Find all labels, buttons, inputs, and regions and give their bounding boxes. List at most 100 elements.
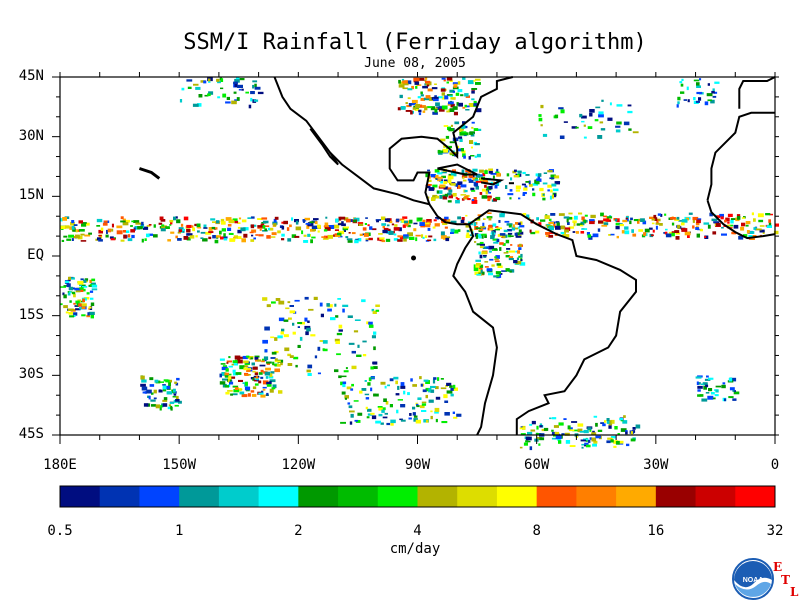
rain-patch: [625, 217, 629, 222]
rain-patch: [695, 376, 702, 379]
rain-patch: [239, 365, 245, 370]
rain-patch: [205, 231, 211, 235]
rain-patch: [88, 232, 92, 235]
rain-patch: [446, 81, 449, 84]
rain-patch: [141, 238, 144, 243]
colorbar-swatch: [99, 486, 140, 507]
rain-patch: [321, 236, 327, 238]
rain-patch: [493, 198, 497, 202]
etl-letter-l: L: [790, 585, 799, 599]
rain-patch: [71, 291, 76, 295]
rain-patch: [630, 438, 636, 442]
rain-patch: [515, 222, 519, 225]
rain-patch: [693, 97, 696, 101]
rain-patch: [465, 95, 470, 98]
rain-patch: [432, 194, 438, 199]
rain-patch: [96, 225, 101, 227]
rain-patch: [233, 363, 238, 366]
rain-patch: [419, 77, 425, 81]
rain-patch: [311, 220, 318, 224]
rain-patch: [449, 79, 453, 82]
rain-patch: [155, 404, 161, 409]
rain-patch: [456, 413, 462, 417]
rain-patch: [452, 229, 459, 234]
rain-patch: [492, 223, 497, 227]
rain-patch: [365, 406, 368, 410]
rain-patch: [148, 224, 152, 226]
rain-patch: [187, 86, 192, 89]
rain-patch: [195, 235, 198, 238]
rain-patch: [435, 396, 441, 400]
rain-patch: [713, 221, 718, 223]
rain-patch: [255, 358, 259, 362]
etl-letter-t: T: [781, 573, 790, 587]
rain-patch: [381, 409, 385, 413]
rain-patch: [397, 385, 400, 390]
rain-patch: [616, 121, 622, 125]
rain-patch: [421, 403, 427, 406]
rain-patch: [207, 78, 211, 82]
rain-patch: [216, 78, 220, 82]
rain-patch: [143, 403, 149, 407]
rain-patch: [75, 229, 80, 232]
rain-patch: [384, 218, 390, 222]
rain-patch: [250, 224, 255, 229]
rain-patch: [517, 222, 521, 225]
rain-patch: [257, 227, 263, 229]
rain-patch: [490, 235, 495, 240]
rain-patch: [365, 238, 369, 240]
rain-patch: [676, 104, 679, 108]
rain-patch: [474, 78, 481, 81]
rain-patch: [749, 231, 755, 234]
rain-patch: [540, 219, 546, 222]
rain-patch: [77, 235, 83, 240]
rain-patch: [512, 170, 517, 174]
rain-patch: [530, 429, 536, 432]
rain-patch: [440, 235, 447, 239]
rain-patch: [202, 238, 208, 242]
rain-patch: [549, 177, 555, 180]
rain-patch: [496, 227, 502, 230]
rain-patch: [341, 221, 344, 225]
rain-patch: [458, 136, 463, 139]
rain-patch: [632, 233, 637, 237]
rain-patch: [105, 234, 109, 238]
rain-patch: [583, 124, 586, 127]
rain-patch: [473, 80, 476, 82]
rain-patch: [435, 102, 440, 107]
rain-patch: [81, 306, 86, 309]
rain-patch: [163, 379, 169, 382]
rain-patch: [291, 217, 294, 221]
rain-patch: [428, 399, 434, 403]
rain-patch: [488, 217, 492, 221]
rain-patch: [484, 184, 487, 188]
rain-patch: [462, 179, 467, 182]
rain-patch: [448, 101, 454, 105]
rain-patch: [756, 228, 762, 231]
rain-patch: [334, 338, 340, 342]
rain-patch: [314, 355, 318, 359]
rain-patch: [686, 217, 689, 221]
rain-patch: [450, 183, 456, 186]
rain-patch: [738, 235, 744, 240]
rain-patch: [507, 193, 514, 196]
rain-patch: [725, 217, 730, 222]
rain-patch: [343, 226, 349, 229]
rain-patch: [708, 388, 713, 392]
rain-patch: [545, 232, 550, 235]
rain-patch: [158, 389, 162, 392]
rain-patch: [628, 128, 632, 131]
rain-patch: [141, 221, 144, 226]
rain-patch: [514, 227, 519, 230]
rain-patch: [347, 240, 353, 243]
rain-patch: [600, 422, 605, 424]
rain-patch: [224, 375, 229, 378]
rain-patch: [525, 440, 529, 443]
rain-patch: [477, 271, 483, 274]
rain-patch: [228, 375, 232, 380]
rain-patch: [481, 195, 488, 199]
rain-patch: [558, 107, 564, 110]
rain-patch: [457, 185, 460, 189]
rain-patch: [449, 89, 455, 93]
rain-patch: [189, 235, 195, 239]
